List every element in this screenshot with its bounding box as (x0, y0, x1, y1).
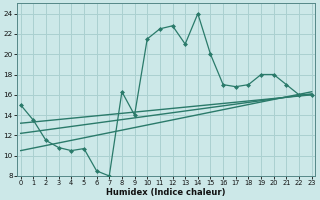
X-axis label: Humidex (Indice chaleur): Humidex (Indice chaleur) (107, 188, 226, 197)
